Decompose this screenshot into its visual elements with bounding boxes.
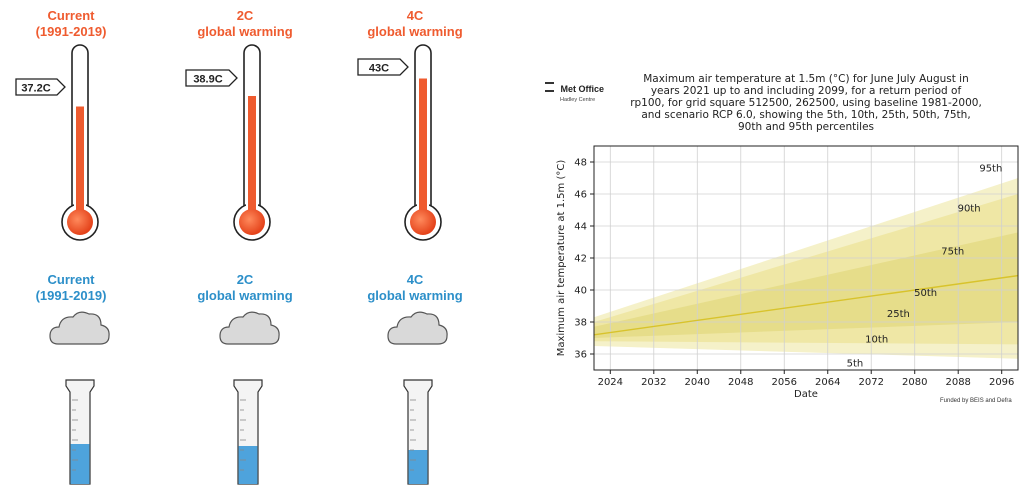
percentile-chart: Maximum air temperature at 1.5m (°C) for… xyxy=(556,73,1019,400)
median-series-line xyxy=(593,274,1019,336)
x-tick-label: 2024 xyxy=(598,377,623,388)
median-line xyxy=(593,274,1019,336)
x-tick-label: 2088 xyxy=(945,377,970,388)
x-tick-label: 2072 xyxy=(859,377,884,388)
thermometer-icon xyxy=(233,44,271,241)
x-tick-label: 2056 xyxy=(772,377,797,388)
percentile-label-10th: 10th xyxy=(865,335,888,346)
thermometer-icon xyxy=(61,44,99,241)
logo-name: Met Office xyxy=(560,84,604,94)
met-office-logo-mark-icon xyxy=(545,82,554,92)
thermometer-icon xyxy=(404,44,442,241)
percentile-label-5th: 5th xyxy=(847,359,864,370)
temp-value-2c: 38.9C xyxy=(193,74,222,86)
percentile-label-90th: 90th xyxy=(958,203,981,214)
thermometer-level-2c xyxy=(248,96,256,222)
x-axis-label: Date xyxy=(794,389,818,400)
percentile-label-75th: 75th xyxy=(941,247,964,258)
temp-value-tag-4c: 43C xyxy=(357,58,409,76)
temp-value-tag-current: 37.2C xyxy=(15,78,66,96)
cloud-icon xyxy=(387,311,448,345)
chart-grid xyxy=(594,146,1018,370)
temp-col-title-2c: 2C global warming xyxy=(197,8,293,39)
thermometer-level-4c xyxy=(419,78,427,222)
met-office-logo: Met Office Hadley Centre xyxy=(545,82,604,104)
x-tick-label: 2064 xyxy=(815,377,840,388)
percentile-labels: 5th 10th 25th 50th 75th 90th 95th xyxy=(847,163,1003,369)
cloud-icon xyxy=(49,311,110,345)
cloud-icon xyxy=(219,311,280,345)
temp-value-4c: 43C xyxy=(369,63,389,75)
temp-value-tag-2c: 38.9C xyxy=(185,69,238,87)
y-tick-label: 36 xyxy=(574,350,587,361)
percentile-bands xyxy=(594,178,1018,359)
x-tick-label: 2040 xyxy=(685,377,710,388)
x-tick-label: 2096 xyxy=(989,377,1014,388)
y-tick-label: 42 xyxy=(574,254,587,265)
percentile-label-95th: 95th xyxy=(979,163,1002,174)
chart-title-line: rp100, for grid square 512500, 262500, u… xyxy=(630,97,982,109)
y-tick-label: 46 xyxy=(574,190,587,201)
chart-title-line: years 2021 up to and including 2099, for… xyxy=(651,85,962,97)
rain-gauge-icon xyxy=(65,379,95,485)
x-tick-label: 2048 xyxy=(728,377,753,388)
rain-col-title-4c: 4C global warming xyxy=(367,272,463,303)
funding-note: Funded by BEIS and Defra xyxy=(940,398,1012,404)
chart-axes: 2024 2032 2040 2048 2056 2064 2072 2080 2088 2096… xyxy=(556,145,1019,400)
band-25th-75th xyxy=(594,232,1018,338)
chart-title-line: Maximum air temperature at 1.5m (°C) for… xyxy=(643,73,969,85)
thermometer-level-current xyxy=(76,106,84,222)
rain-col-title-2c: 2C global warming xyxy=(197,272,293,303)
chart-title-line: 90th and 95th percentiles xyxy=(738,121,874,133)
x-tick-label: 2080 xyxy=(902,377,927,388)
infographic: 37.2C 38.9C 43C xyxy=(15,44,448,485)
rain-gauge-icon xyxy=(403,379,433,485)
temp-value-current: 37.2C xyxy=(21,83,50,95)
percentile-label-25th: 25th xyxy=(887,309,910,320)
chart-title-line: and scenario RCP 6.0, showing the 5th, 1… xyxy=(641,109,970,121)
y-tick-label: 38 xyxy=(574,318,587,329)
y-tick-label: 40 xyxy=(574,286,587,297)
y-tick-label: 44 xyxy=(574,222,587,233)
x-tick-label: 2032 xyxy=(641,377,666,388)
chart-title: Maximum air temperature at 1.5m (°C) for… xyxy=(630,73,982,133)
y-tick-label: 48 xyxy=(574,158,587,169)
temp-col-title-current: Current (1991-2019) xyxy=(35,8,107,39)
percentile-label-50th: 50th xyxy=(914,288,937,299)
y-axis-label: Maximum air temperature at 1.5m (°C) xyxy=(556,160,567,357)
temp-col-title-4c: 4C global warming xyxy=(367,8,463,39)
logo-subname: Hadley Centre xyxy=(560,97,596,103)
rain-gauge-icon xyxy=(233,379,263,485)
rain-col-title-current: Current (1991-2019) xyxy=(35,272,107,303)
